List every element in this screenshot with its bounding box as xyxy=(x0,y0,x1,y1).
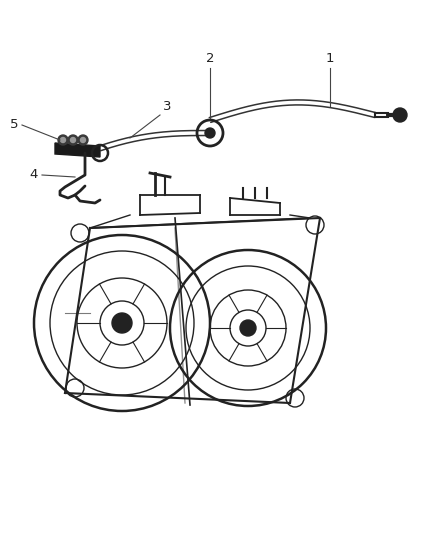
Circle shape xyxy=(240,320,256,336)
Circle shape xyxy=(112,313,132,333)
Text: 2: 2 xyxy=(206,52,214,65)
Circle shape xyxy=(58,135,68,145)
Text: 3: 3 xyxy=(163,100,172,113)
Circle shape xyxy=(81,138,85,142)
Circle shape xyxy=(60,138,66,142)
Text: 4: 4 xyxy=(30,168,38,182)
Polygon shape xyxy=(55,143,100,157)
Circle shape xyxy=(68,135,78,145)
Circle shape xyxy=(78,135,88,145)
Text: 1: 1 xyxy=(326,52,334,65)
Circle shape xyxy=(71,138,75,142)
Circle shape xyxy=(205,128,215,138)
Text: 5: 5 xyxy=(10,118,18,132)
Circle shape xyxy=(393,108,407,122)
